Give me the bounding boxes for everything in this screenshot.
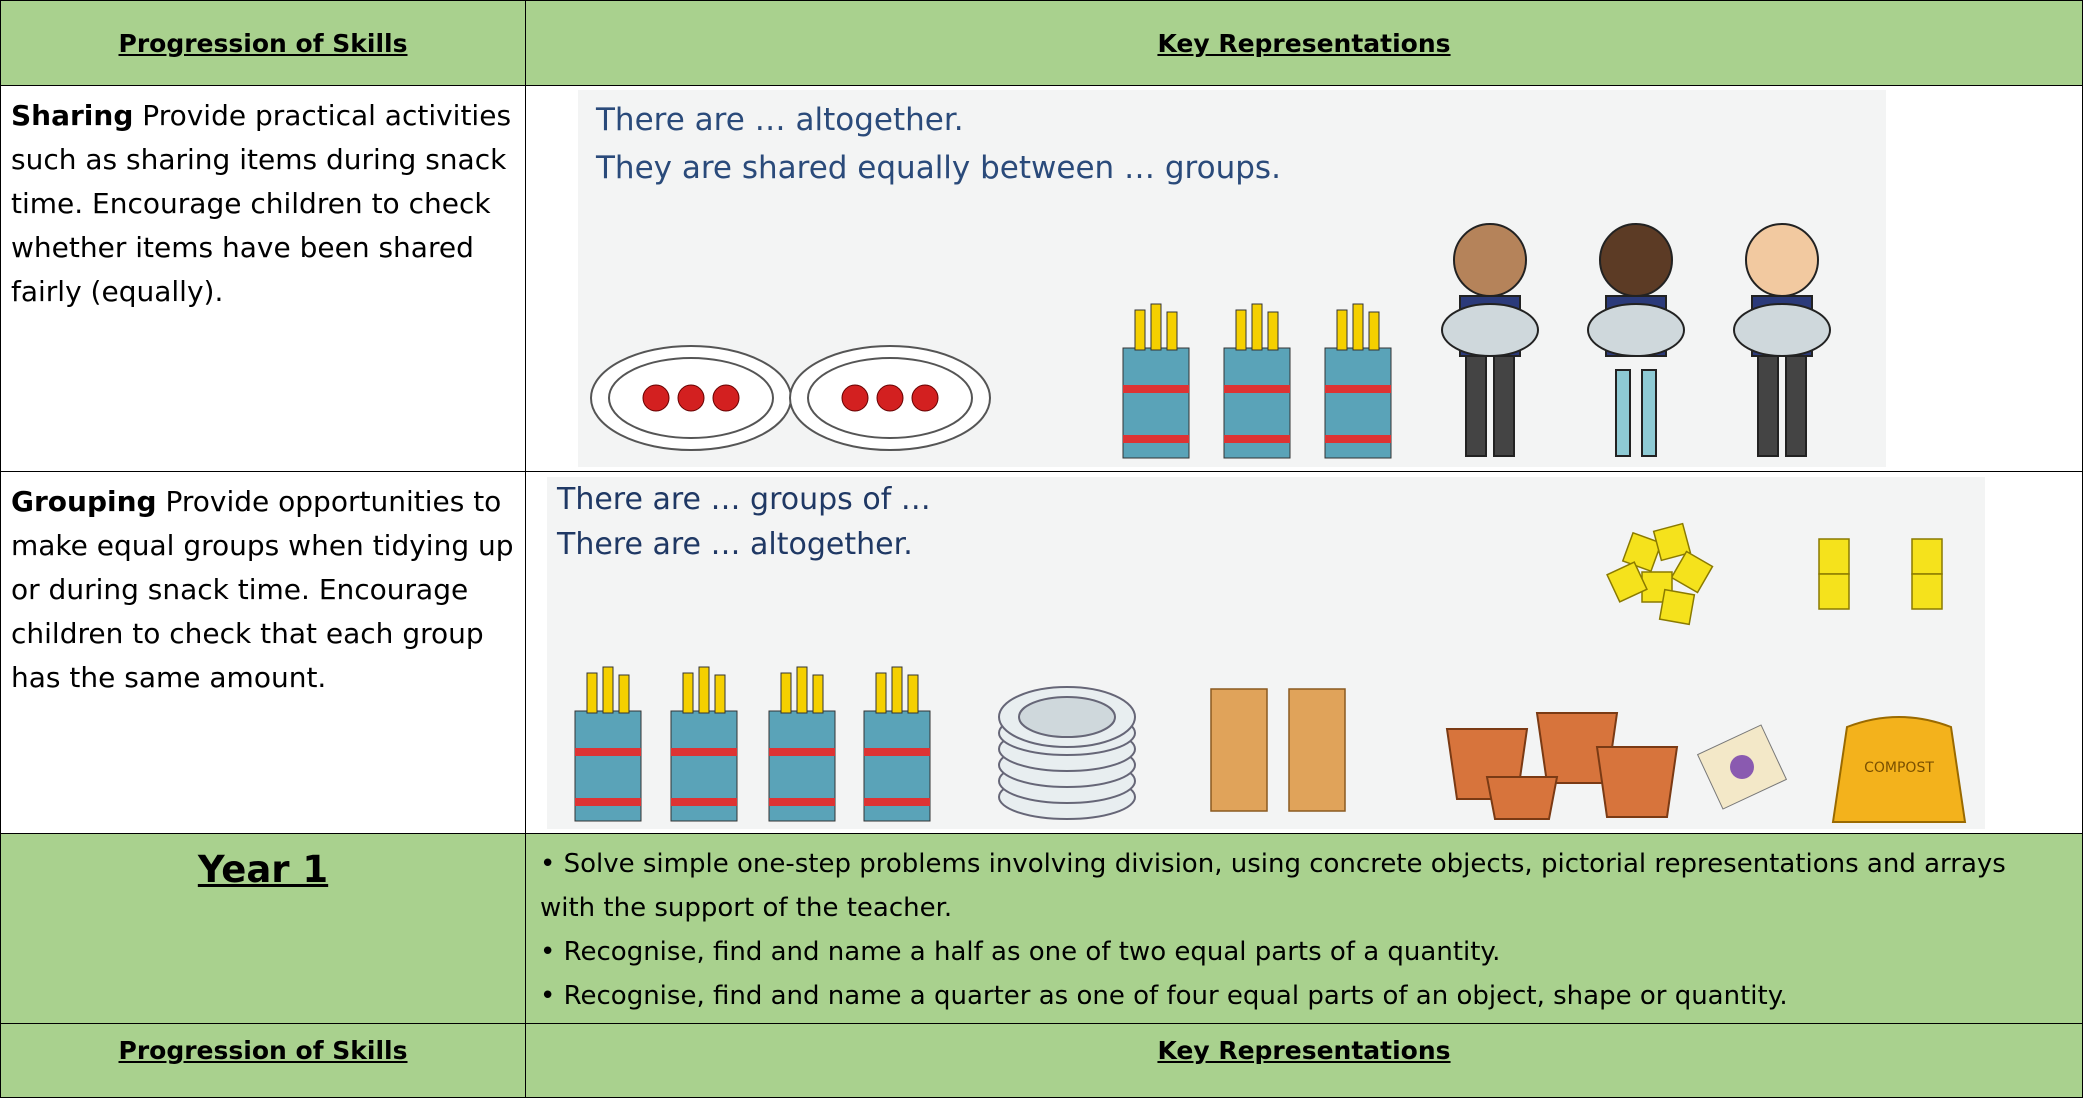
pencil-pots	[1122, 303, 1392, 459]
skill-text: Provide opportunities to make equal grou…	[11, 485, 514, 694]
pencil-pots	[574, 666, 931, 822]
image-cell: There are … groups of … There are … alto…	[525, 471, 2083, 834]
grouping-illustration: There are … groups of … There are … alto…	[547, 477, 1985, 829]
skill-cell: Grouping Provide opportunities to make e…	[0, 471, 526, 834]
year-cell: Year 1	[0, 833, 526, 1024]
image-text: There are … altogether.	[595, 102, 964, 138]
header-cell: Progression of Skills	[0, 1023, 526, 1098]
plate-stack	[998, 686, 1136, 820]
image-cell: There are … altogether. They are shared …	[525, 85, 2083, 472]
header-cell: Key Representations	[525, 1023, 2083, 1098]
seed-packet	[1696, 724, 1788, 810]
header-text: Progression of Skills	[118, 1036, 408, 1065]
flower-pots	[1445, 712, 1679, 820]
objective: • Recognise, find and name a quarter as …	[540, 981, 1788, 1011]
children	[1441, 223, 1831, 457]
sharing-illustration: There are … altogether. They are shared …	[578, 90, 1886, 467]
header-text: Key Representations	[1157, 28, 1451, 58]
cubes	[1606, 522, 1943, 626]
year-title: Year 1	[197, 848, 329, 891]
header-cell: Key Representations	[525, 0, 2083, 86]
skill-title: Grouping	[11, 485, 157, 518]
bag-label: COMPOST	[1864, 760, 1934, 776]
image-text: There are … groups of …	[556, 482, 931, 517]
crackers	[1210, 688, 1346, 812]
header-cell: Progression of Skills	[0, 0, 526, 86]
skill-title: Sharing	[11, 99, 134, 132]
objective: • Recognise, find and name a half as one…	[540, 937, 1501, 967]
objectives-cell: • Solve simple one-step problems involvi…	[525, 833, 2083, 1024]
header-text: Progression of Skills	[118, 28, 408, 58]
objective: • Solve simple one-step problems involvi…	[540, 849, 2006, 923]
skill-cell: Sharing Provide practical activities suc…	[0, 85, 526, 472]
skill-text: Provide practical activities such as sha…	[11, 99, 512, 308]
image-text: They are shared equally between … groups…	[595, 150, 1281, 186]
header-text: Key Representations	[1157, 1036, 1451, 1065]
image-text: There are … altogether.	[556, 527, 913, 562]
compost-bag: COMPOST	[1831, 716, 1967, 823]
plates	[590, 345, 991, 451]
